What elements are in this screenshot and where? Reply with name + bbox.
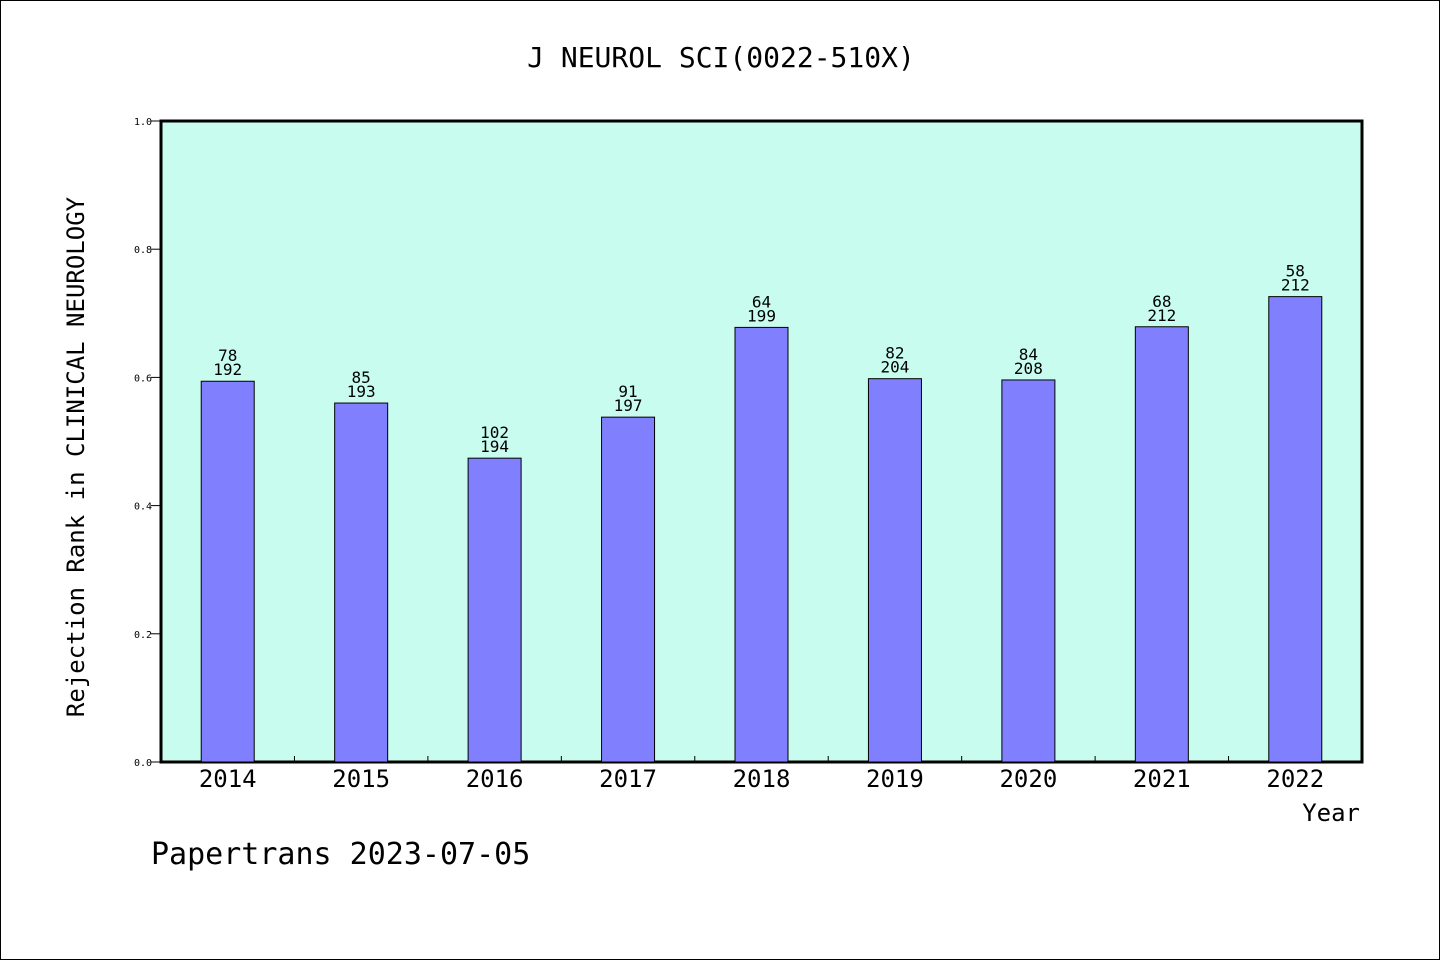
bars <box>200 296 1323 763</box>
bar-label-top-2016: 102 <box>480 423 509 442</box>
y-tick-label: 1.0 <box>134 117 152 128</box>
bar-2017 <box>601 416 656 763</box>
x-axis-label: Year <box>1302 799 1360 827</box>
x-tick-label-2017: 2017 <box>599 765 657 793</box>
bar-label-bottom-2016: 194 <box>480 437 509 456</box>
bar-label-top-2014: 78 <box>218 346 237 365</box>
x-tick-label-2015: 2015 <box>332 765 390 793</box>
bar-label-top-2020: 84 <box>1019 345 1038 364</box>
bar-label-bottom-2014: 192 <box>213 360 242 379</box>
y-tick-label: 0.0 <box>134 758 152 769</box>
bar-2014 <box>200 380 255 763</box>
bar-label-top-2015: 85 <box>352 368 371 387</box>
bar-label-bottom-2022: 212 <box>1281 276 1310 295</box>
x-tick-label-2014: 2014 <box>199 765 257 793</box>
bar-label-bottom-2020: 208 <box>1014 359 1043 378</box>
bar-2015 <box>334 402 389 763</box>
x-tick-label-2019: 2019 <box>866 765 924 793</box>
bar-2016 <box>467 457 522 763</box>
y-axis: 0.0 0.2 0.4 0.6 0.8 1.0 <box>134 117 161 769</box>
x-tick-label-2020: 2020 <box>999 765 1057 793</box>
bar-2021 <box>1134 326 1189 763</box>
y-axis-label: Rejection Rank in CLINICAL NEUROLOGY <box>62 196 90 717</box>
x-tick-label-2018: 2018 <box>733 765 791 793</box>
bar-label-bottom-2015: 193 <box>347 382 376 401</box>
bar-label-bottom-2019: 204 <box>880 358 909 377</box>
x-tick-label-2016: 2016 <box>466 765 524 793</box>
footer-text: Papertrans 2023-07-05 <box>151 837 530 872</box>
bar-2022 <box>1268 296 1323 763</box>
bar-label-top-2017: 91 <box>618 382 637 401</box>
y-tick-label: 0.6 <box>134 373 152 384</box>
y-tick-label: 0.8 <box>134 245 152 256</box>
bar-label-bottom-2021: 212 <box>1147 306 1176 325</box>
x-tick-label-2022: 2022 <box>1266 765 1324 793</box>
bar-label-top-2018: 64 <box>752 292 771 311</box>
bar-label-top-2021: 68 <box>1152 292 1171 311</box>
y-tick-label: 0.4 <box>134 502 152 513</box>
bar-label-top-2022: 58 <box>1286 262 1305 281</box>
bar-2020 <box>1001 379 1056 763</box>
bar-label-top-2019: 82 <box>885 344 904 363</box>
bar-label-bottom-2018: 199 <box>747 306 776 325</box>
bar-2018 <box>734 326 789 763</box>
bar-label-bottom-2017: 197 <box>614 396 643 415</box>
bar-2019 <box>867 378 922 763</box>
y-tick-label: 0.2 <box>134 630 152 641</box>
x-tick-label-2021: 2021 <box>1133 765 1191 793</box>
x-axis: 2014 2015 2016 2017 2018 2019 2020 2021 2022 <box>199 756 1324 793</box>
chart-title: J NEUROL SCI(0022-510X) <box>527 41 915 74</box>
